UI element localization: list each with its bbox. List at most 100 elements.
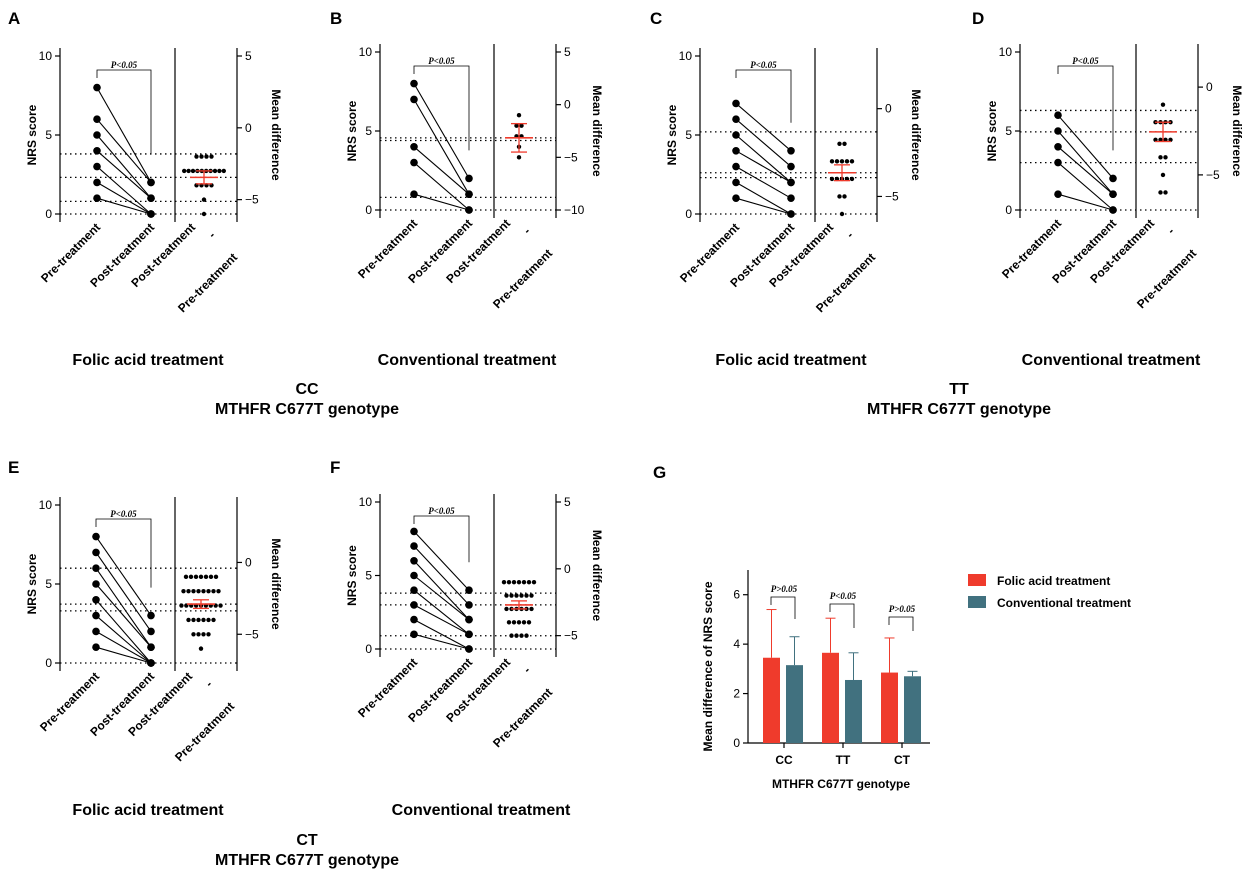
difference-point (206, 632, 211, 637)
paired-line (95, 567, 152, 648)
x-tick-label: CT (894, 753, 911, 767)
y-tick-label: 10 (679, 49, 693, 63)
panel-title: Conventional treatment (392, 802, 571, 819)
bar (822, 652, 839, 743)
difference-point (519, 633, 524, 638)
panel-label: G (653, 463, 666, 482)
paired-line (96, 150, 152, 199)
difference-point (216, 588, 221, 594)
pre-point (410, 527, 418, 536)
paired-line (96, 197, 152, 215)
difference-point (844, 176, 850, 182)
y2-axis-title: Mean difference (909, 89, 923, 181)
difference-point (190, 168, 196, 174)
difference-point (212, 168, 218, 174)
significance-bracket (829, 603, 855, 628)
y2-tick-label: 5 (564, 495, 571, 509)
difference-point (506, 620, 512, 625)
panel-title: Folic acid treatment (72, 352, 224, 369)
paired-line (413, 83, 470, 179)
x-label-diff-pre: Pre-treatment (490, 246, 555, 311)
difference-point (198, 646, 204, 651)
paired-line (735, 181, 792, 215)
pre-point (732, 115, 740, 123)
significance-label: P<0.05 (830, 591, 857, 601)
difference-point (1158, 137, 1163, 142)
legend-swatch (968, 596, 986, 608)
x-label-diff-pre: Pre-treatment (813, 250, 878, 315)
y-tick-label: 10 (359, 45, 373, 59)
paired-line (413, 633, 470, 650)
difference-point (213, 574, 219, 580)
difference-point (524, 633, 529, 638)
y-tick-label: 10 (359, 495, 373, 509)
difference-point (504, 606, 509, 612)
x-label-diff-minus: - (843, 228, 856, 241)
difference-point (834, 176, 840, 182)
y2-tick-label: 5 (245, 49, 252, 63)
y-tick-label: 5 (45, 577, 52, 591)
y2-tick-label: 0 (564, 98, 571, 112)
difference-point (839, 159, 845, 164)
significance-bracket (770, 596, 796, 619)
difference-point (521, 620, 527, 625)
significance-bracket (95, 518, 152, 588)
pre-point (92, 548, 100, 557)
bar (881, 672, 898, 743)
paired-line (1057, 130, 1114, 195)
difference-point (182, 168, 187, 174)
post-point (147, 627, 155, 636)
legend-swatch (968, 574, 986, 586)
y-tick-label: 0 (733, 736, 740, 750)
post-point (147, 178, 155, 187)
y-tick-label: 10 (999, 45, 1013, 59)
pre-point (92, 564, 100, 572)
difference-point (506, 579, 512, 585)
y-tick-label: 0 (365, 203, 372, 217)
difference-point (198, 574, 204, 580)
pre-point (410, 615, 418, 624)
x-label-diff-pre: Pre-treatment (172, 699, 237, 764)
genotype-title: MTHFR C677T genotype (215, 401, 399, 418)
difference-point (196, 588, 201, 594)
pre-point (410, 143, 418, 151)
y-tick-label: 2 (733, 687, 740, 701)
pre-point (92, 580, 100, 588)
paired-line (1057, 146, 1114, 195)
difference-point (186, 588, 191, 594)
pre-point (410, 190, 418, 198)
post-point (465, 206, 473, 214)
paired-line (735, 166, 792, 199)
paired-line (1057, 193, 1114, 211)
y-tick-label: 5 (365, 569, 372, 583)
difference-point (849, 176, 855, 182)
y-tick-label: 5 (45, 128, 52, 142)
difference-point (1163, 155, 1168, 160)
pre-point (1054, 158, 1062, 167)
difference-point (196, 617, 201, 623)
paired-line (95, 646, 152, 664)
post-point (465, 586, 473, 594)
genotype-title: MTHFR C677T genotype (867, 401, 1051, 418)
paired-line (96, 166, 152, 215)
difference-point (1160, 172, 1166, 178)
x-tick-label: CC (775, 753, 793, 767)
pre-point (732, 194, 740, 202)
x-tick-label: TT (836, 753, 851, 767)
paired-line (413, 589, 470, 635)
post-point (787, 210, 795, 218)
difference-point (829, 176, 835, 182)
difference-point (201, 197, 207, 202)
y2-tick-label: −10 (564, 203, 585, 217)
post-point (465, 615, 473, 624)
y2-axis-title: Mean difference (269, 538, 283, 630)
difference-point (1158, 155, 1163, 160)
difference-point (842, 194, 847, 199)
pre-point (732, 178, 740, 187)
pre-point (92, 532, 100, 541)
y-tick-label: 5 (1005, 124, 1012, 138)
significance-label: P<0.05 (1072, 56, 1099, 66)
difference-point (181, 588, 186, 594)
significance-bracket (413, 515, 470, 563)
significance-bracket (888, 616, 914, 631)
